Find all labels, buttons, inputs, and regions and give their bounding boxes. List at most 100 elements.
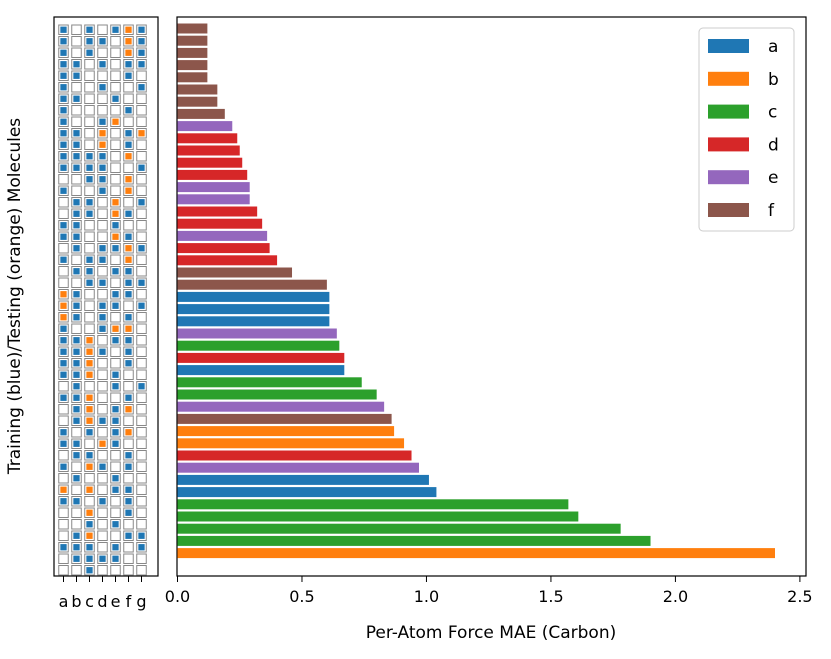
grid-cell (58, 404, 69, 415)
grid-cell-test (125, 26, 132, 33)
legend-label-f: f (768, 201, 775, 221)
x-tick-label: 0.0 (165, 587, 190, 606)
grid-cell (97, 450, 108, 461)
grid-cell (110, 59, 121, 70)
grid-cell-train (112, 544, 119, 551)
grid-cell (123, 438, 134, 449)
grid-cell-train (125, 291, 132, 298)
bar-d-12 (177, 157, 243, 168)
x-tick-label: 2.5 (787, 587, 812, 606)
grid-cell-train (138, 84, 145, 91)
grid-cell (136, 254, 147, 265)
grid-cell (84, 231, 95, 242)
grid-cell (71, 519, 82, 530)
grid-cell (97, 473, 108, 484)
grid-cell (110, 254, 121, 265)
grid-cell (71, 185, 82, 196)
grid-cell (97, 358, 108, 369)
grid-cell (136, 174, 147, 185)
grid-cell (136, 519, 147, 530)
bar-d-20 (177, 255, 278, 266)
grid-cell-test (60, 314, 67, 321)
grid-cell-train (60, 463, 67, 470)
grid-cell-train (73, 475, 80, 482)
bar-a-38 (177, 474, 429, 485)
grid-column-label-d: d (97, 592, 107, 611)
grid-cell (97, 427, 108, 438)
grid-cell (58, 381, 69, 392)
bar-c-27 (177, 340, 340, 351)
grid-cell (84, 185, 95, 196)
grid-column-label-b: b (71, 592, 81, 611)
grid-cell (58, 415, 69, 426)
grid-cell-test (60, 291, 67, 298)
grid-cell-test (60, 302, 67, 309)
grid-cell-train (60, 233, 67, 240)
grid-cell (123, 519, 134, 530)
grid-cell (136, 266, 147, 277)
bar-e-15 (177, 194, 250, 205)
grid-cell (84, 116, 95, 127)
grid-cell (58, 266, 69, 277)
grid-cell (97, 231, 108, 242)
grid-cell-train (99, 417, 106, 424)
grid-cell-train (125, 532, 132, 539)
grid-cell (110, 70, 121, 81)
grid-cell-train (60, 394, 67, 401)
grid-cell (136, 438, 147, 449)
grid-cell-test (99, 440, 106, 447)
grid-cell-train (73, 245, 80, 252)
grid-cell-train (86, 567, 93, 574)
grid-cell (71, 47, 82, 58)
grid-cell-test (86, 371, 93, 378)
grid-cell-train (60, 337, 67, 344)
legend-swatch-f (708, 203, 749, 217)
bar-a-25 (177, 316, 330, 327)
grid-cell-train (138, 279, 145, 286)
grid-cell (136, 392, 147, 403)
grid-cell-test (86, 532, 93, 539)
grid-cell-train (73, 337, 80, 344)
grid-cell-train (73, 532, 80, 539)
bar-d-10 (177, 133, 238, 144)
bar-e-14 (177, 182, 250, 193)
grid-cell-train (112, 521, 119, 528)
grid-cell (84, 243, 95, 254)
grid-cell-train (73, 555, 80, 562)
bar-f-1 (177, 23, 208, 34)
grid-cell-train (125, 141, 132, 148)
bar-e-32 (177, 401, 385, 412)
grid-cell (58, 174, 69, 185)
bar-c-31 (177, 389, 377, 400)
grid-cell-train (73, 153, 80, 160)
grid-cell-train (73, 141, 80, 148)
grid-cell (71, 82, 82, 93)
grid-cell (58, 450, 69, 461)
grid-cell (97, 392, 108, 403)
grid-cell (97, 266, 108, 277)
bar-a-23 (177, 291, 330, 302)
grid-cell-train (138, 532, 145, 539)
bar-b-35 (177, 438, 405, 449)
grid-cell-train (86, 279, 93, 286)
grid-cell-train (112, 337, 119, 344)
grid-cell (58, 473, 69, 484)
grid-cell-train (73, 210, 80, 217)
grid-cell-train (112, 486, 119, 493)
grid-cell-train (60, 49, 67, 56)
grid-cell-train (73, 130, 80, 137)
grid-cell (136, 553, 147, 564)
grid-cell-train (112, 222, 119, 229)
grid-cell-train (125, 509, 132, 516)
grid-cell (136, 461, 147, 472)
grid-cell-train (60, 429, 67, 436)
grid-cell (84, 59, 95, 70)
grid-cell-train (138, 164, 145, 171)
grid-cell (110, 277, 121, 288)
grid-cell-test (125, 187, 132, 194)
bar-b-34 (177, 426, 395, 437)
grid-cell (110, 162, 121, 173)
grid-cell (136, 473, 147, 484)
grid-cell-train (125, 72, 132, 79)
